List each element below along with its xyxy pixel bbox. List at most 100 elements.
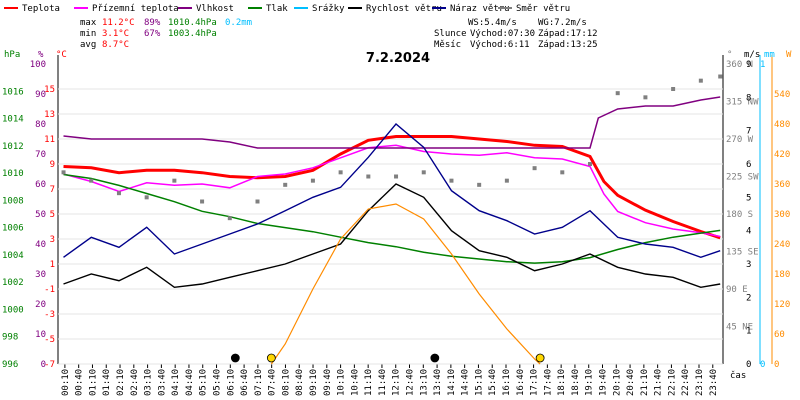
info-moon-rise: Východ:6:11 <box>470 40 530 50</box>
wind-direction-point <box>172 178 177 183</box>
pressure-tick-label: 1016 <box>2 87 24 97</box>
x-tick-label: 17:10 <box>530 369 540 396</box>
x-tick-label: 13:10 <box>419 369 429 396</box>
wind-tick-label: 3 <box>746 260 751 270</box>
x-tick-label: 21:10 <box>640 369 650 396</box>
x-tick-label: 03:10 <box>144 369 154 396</box>
direction-tick-label: 45 NE <box>726 323 753 333</box>
direction-tick-label: 360 N <box>726 60 753 70</box>
wind-direction-point <box>89 178 94 183</box>
x-tick-label: 04:10 <box>171 369 181 396</box>
series-group <box>61 74 723 365</box>
stat-max-hum: 89% <box>144 18 161 28</box>
humidity-tick-label: 90 <box>35 90 46 100</box>
x-tick-label: 23:40 <box>709 369 719 396</box>
humidity-tick-label: 60 <box>35 180 46 190</box>
solar-tick-label: 480 <box>774 120 790 130</box>
wind-direction-point <box>116 191 121 196</box>
x-tick-label: 06:10 <box>226 369 236 396</box>
legend-label: Přízemní teplota <box>92 4 179 14</box>
wind-direction-point <box>477 182 482 187</box>
pressure-tick-label: 996 <box>2 360 18 370</box>
humidity-tick-label: 70 <box>35 150 46 160</box>
x-tick-label: 13:40 <box>433 369 443 396</box>
temp-tick-label: 13 <box>44 110 55 120</box>
axis-title-mm: mm <box>764 50 775 60</box>
direction-tick-label: 135 SE <box>726 248 759 258</box>
wind-direction-point <box>283 182 288 187</box>
x-tick-label: 20:10 <box>612 369 622 396</box>
humidity-tick-label: 0 <box>41 360 46 370</box>
humidity-tick-label: 30 <box>35 270 46 280</box>
wind-tick-label: 9 <box>746 60 751 70</box>
temp-tick-label: 1 <box>50 260 55 270</box>
stat-min-hum: 67% <box>144 29 161 39</box>
x-tick-label: 05:10 <box>199 369 209 396</box>
x-tick-label: 09:10 <box>309 369 319 396</box>
temp-tick-label: -3 <box>44 310 55 320</box>
solar-tick-label: 60 <box>774 330 785 340</box>
direction-tick-label: 90 E <box>726 285 748 295</box>
x-tick-label: 10:10 <box>337 369 347 396</box>
x-tick-label: 19:40 <box>599 369 609 396</box>
stat-max-temp: 11.2°C <box>102 18 135 28</box>
x-tick-label: 15:10 <box>474 369 484 396</box>
x-tick-label: 17:40 <box>543 369 553 396</box>
legend-label: Směr větru <box>516 4 570 14</box>
stat-min-label: min <box>80 29 96 39</box>
wind-tick-label: 2 <box>746 293 751 303</box>
x-tick-label: 12:40 <box>406 369 416 396</box>
x-tick-label: 03:40 <box>157 369 167 396</box>
wind-tick-label: 5 <box>746 193 751 203</box>
stats-block: max 11.2°C 89% 1010.4hPa 0.2mm min 3.1°C… <box>80 18 252 50</box>
x-tick-label: 02:10 <box>116 369 126 396</box>
x-tick-label: 00:10 <box>61 369 71 396</box>
info-block: WS:5.4m/s WG:7.2m/s Slunce Východ:07:30 … <box>434 18 598 50</box>
humidity-tick-label: 20 <box>35 300 46 310</box>
wind-direction-point <box>588 162 592 166</box>
direction-tick-label: 180 S <box>726 210 753 220</box>
wind-direction-point <box>671 87 676 91</box>
solar-tick-label: 420 <box>774 150 790 160</box>
axis-title-deg: ° <box>727 50 732 60</box>
x-tick-label: 04:40 <box>185 369 195 396</box>
temp-tick-label: 5 <box>50 210 55 220</box>
x-tick-label: 01:10 <box>88 369 98 396</box>
wind-tick-label: 4 <box>746 227 751 237</box>
pressure-tick-label: 998 <box>2 333 18 343</box>
info-moon-set: Západ:13:25 <box>538 40 598 50</box>
x-tick-label: 22:10 <box>667 369 677 396</box>
solar-tick-label: 180 <box>774 270 790 280</box>
x-tick-label: 10:40 <box>350 369 360 396</box>
x-tick-label: 08:40 <box>295 369 305 396</box>
wind-direction-point <box>449 178 454 183</box>
legend: Teplota Přízemní teplota Vlhkost Tlak Srážky… <box>4 4 570 14</box>
pressure-tick-label: 1002 <box>2 278 24 288</box>
x-tick-label: 22:40 <box>681 369 691 396</box>
direction-tick-label: 225 SW <box>726 173 759 183</box>
stat-avg-label: avg <box>80 40 96 50</box>
legend-label: Rychlost větru <box>366 4 442 14</box>
temp-tick-label: -1 <box>44 285 55 295</box>
x-tick-label: 01:40 <box>102 369 112 396</box>
wind-tick-label: 0 <box>746 360 751 370</box>
sun-rise-marker <box>266 353 276 363</box>
legend-label: Náraz větru <box>450 4 510 14</box>
solar-tick-label: 120 <box>774 300 790 310</box>
wind-direction-point <box>532 166 537 171</box>
temp-tick-label: 15 <box>44 85 55 95</box>
temp-tick-label: 7 <box>50 185 55 195</box>
wind-tick-label: 6 <box>746 160 751 170</box>
temp-tick-label: 3 <box>50 235 55 245</box>
wind-tick-label: 1 <box>746 327 751 337</box>
wind-direction-point <box>366 174 371 179</box>
x-tick-label: 09:40 <box>323 369 333 396</box>
x-tick-label: 02:40 <box>130 369 140 396</box>
direction-tick-label: 270 W <box>726 135 754 145</box>
humidity-tick-label: 100 <box>30 60 46 70</box>
legend-label: Vlhkost <box>196 4 234 14</box>
axis-title-ms: m/s <box>744 50 760 60</box>
x-tick-label: 16:40 <box>516 369 526 396</box>
stat-min-press: 1003.4hPa <box>168 29 217 39</box>
